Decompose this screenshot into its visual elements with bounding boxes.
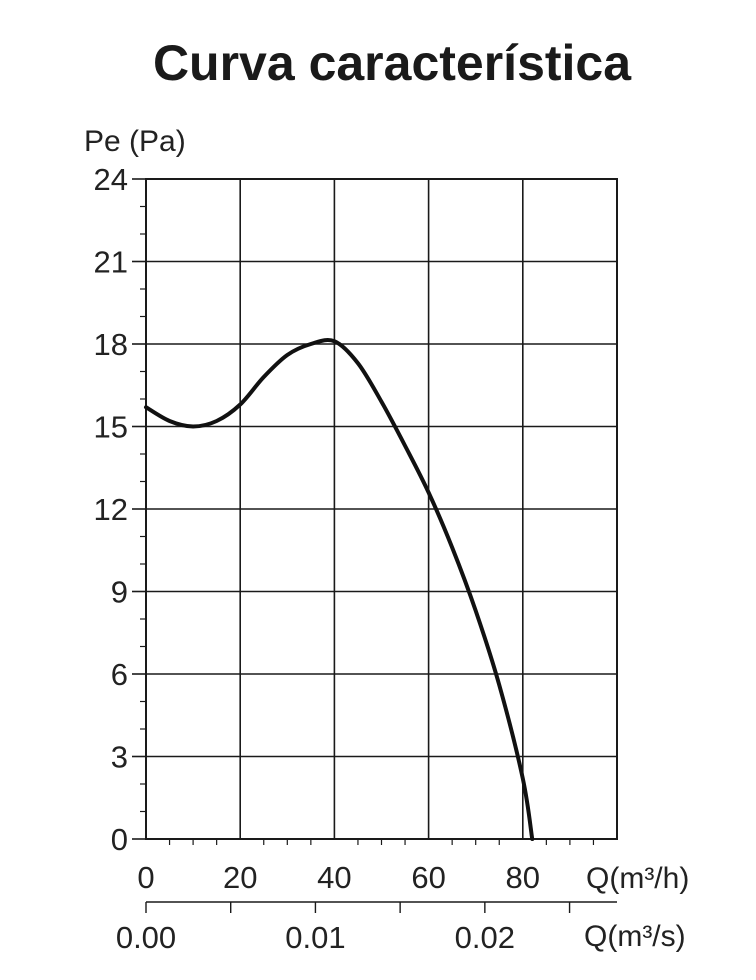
x-tick-label: 20 [223,860,257,895]
y-tick-label: 18 [94,327,128,362]
axes: 0 3 6 9 12 15 18 21 24 0 20 40 60 80 0.00 0.01 0.02 [94,162,618,955]
x-tick-label: 40 [317,860,351,895]
y-tick-label: 21 [94,245,128,280]
minor-ticks [132,178,595,845]
grid [145,178,618,840]
labels-layer: Pe (Pa) Q(m³/h) Q(m³/s) [84,125,689,953]
x2-tick-label: 0.01 [285,920,345,955]
y-tick-label: 0 [111,822,128,857]
y-tick-label: 15 [94,410,128,445]
series-layer [144,338,535,841]
x2-tick-label: 0.02 [455,920,515,955]
chart-title: Curva característica [152,35,632,91]
x2-tick-label: 0.00 [116,920,176,955]
x2-axis-label: Q(m³/s) [584,920,686,953]
y-tick-label: 12 [94,492,128,527]
x-tick-label: 0 [137,860,154,895]
x-axis-label: Q(m³/h) [586,862,689,895]
y-axis-label: Pe (Pa) [84,125,186,158]
y-tick-label: 9 [111,575,128,610]
y-tick-label: 24 [94,162,128,197]
y-tick-label: 6 [111,657,128,692]
x-tick-label: 80 [506,860,540,895]
plot-frame [145,178,618,840]
series-line [144,338,535,841]
y-tick-label: 3 [111,740,128,775]
x-tick-label: 60 [411,860,445,895]
